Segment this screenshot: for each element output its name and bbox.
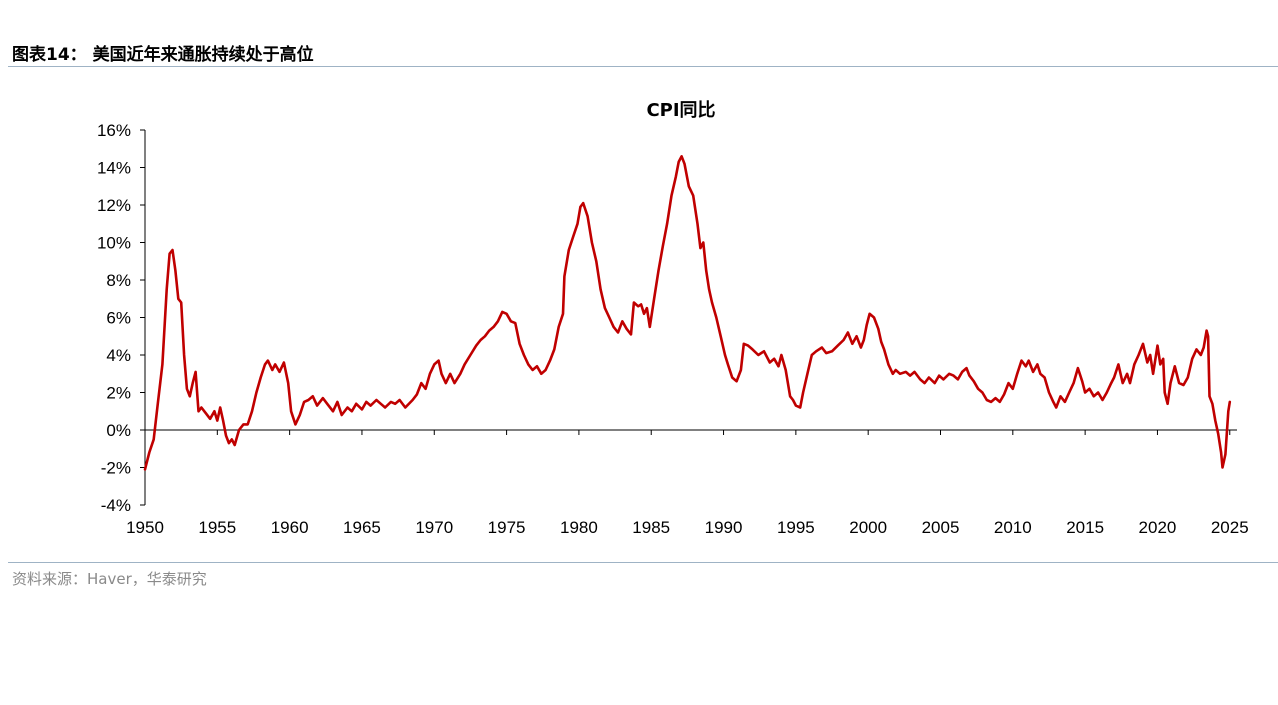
source-divider (8, 562, 1278, 563)
x-tick-label: 1955 (198, 518, 236, 537)
y-tick-label: 4% (106, 346, 131, 365)
series-layer (143, 155, 1232, 471)
y-tick-label: -4% (101, 496, 131, 515)
figure-title: 图表14： 美国近年来通胀持续处于高位 (12, 45, 314, 65)
x-tick-label: 1985 (632, 518, 670, 537)
x-tick-label: 1980 (560, 518, 598, 537)
x-tick-label: 2005 (922, 518, 960, 537)
x-axis: 1950 1955 1960 1965 1970 1975 1980 1985 1990 1995… (126, 429, 1249, 537)
x-tick-label: 2020 (1139, 518, 1177, 537)
title-divider (8, 66, 1278, 67)
x-tick-label: 1975 (488, 518, 526, 537)
x-tick-label: 2010 (994, 518, 1032, 537)
y-tick-label: -2% (101, 459, 131, 478)
y-axis: -4% -2% 0% 2% 4% 6% 8% 10% 12% 14% 16% (97, 121, 146, 515)
x-tick-label: 1965 (343, 518, 381, 537)
source-note: 资料来源：Haver，华泰研究 (12, 570, 207, 588)
x-tick-label: 1990 (705, 518, 743, 537)
y-tick-label: 0% (106, 421, 131, 440)
x-tick-label: 2000 (849, 518, 887, 537)
y-tick-label: 8% (106, 271, 131, 290)
x-tick-label: 1995 (777, 518, 815, 537)
x-tick-label: 1960 (271, 518, 309, 537)
y-tick-label: 12% (97, 196, 131, 215)
chart-title: CPI同比 (646, 100, 715, 121)
x-tick-label: 2025 (1211, 518, 1249, 537)
y-tick-label: 10% (97, 234, 131, 253)
cpi-series-line (143, 155, 1232, 471)
x-tick-label: 2015 (1066, 518, 1104, 537)
y-tick-label: 14% (97, 159, 131, 178)
y-tick-label: 2% (106, 384, 131, 403)
y-tick-label: 6% (106, 309, 131, 328)
y-tick-label: 16% (97, 121, 131, 140)
x-tick-label: 1950 (126, 518, 164, 537)
x-tick-label: 1970 (415, 518, 453, 537)
